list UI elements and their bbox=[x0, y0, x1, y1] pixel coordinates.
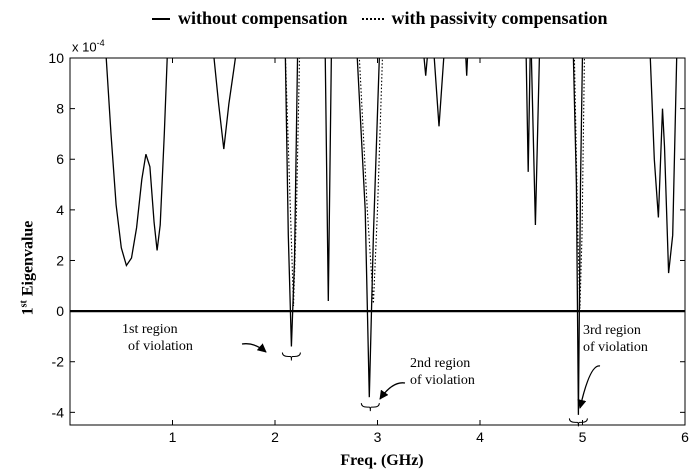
x-tick-label: 3 bbox=[374, 429, 382, 445]
y-tick-label: 6 bbox=[56, 151, 64, 167]
legend-label-without: without compensation bbox=[178, 8, 348, 29]
y-axis-label: 1st Eigenvalue bbox=[18, 221, 37, 316]
series-without-compensation-line bbox=[572, 58, 584, 415]
annotation-region-2-line1: 2nd region bbox=[410, 356, 471, 371]
y-label-number: 1 bbox=[19, 307, 37, 316]
arrow-region-3 bbox=[577, 365, 601, 409]
annotation-region-1-line1: 1st region bbox=[122, 322, 178, 337]
y-scale-text: x 10 bbox=[72, 39, 97, 55]
y-tick-label: -2 bbox=[52, 354, 65, 370]
series-without-compensation-line bbox=[284, 58, 299, 347]
brace-region-1 bbox=[281, 352, 301, 361]
series-without-compensation-line bbox=[433, 58, 445, 127]
legend-dotted-swatch bbox=[361, 17, 384, 20]
y-tick-label: 8 bbox=[56, 101, 64, 117]
y-scale-power: -4 bbox=[96, 38, 105, 48]
series-without-compensation-line bbox=[465, 58, 469, 76]
legend-label-with: with passivity compensation bbox=[391, 8, 608, 29]
annotation-region-3: 3rd region of violation bbox=[583, 322, 648, 356]
series-without-compensation-line bbox=[105, 58, 168, 268]
y-label-rest: Eigenvalue bbox=[19, 220, 37, 301]
x-axis-label: Freq. (GHz) bbox=[340, 452, 424, 469]
series-without-compensation-line bbox=[356, 58, 380, 398]
y-label-sup: st bbox=[18, 300, 30, 308]
x-tick-label: 5 bbox=[579, 429, 587, 445]
y-tick-label: -4 bbox=[52, 404, 65, 420]
annotation-region-2-line2: of violation bbox=[410, 373, 475, 388]
series-with-compensation-line bbox=[284, 58, 301, 307]
series-without-compensation-line bbox=[213, 58, 237, 150]
brace-region-2 bbox=[360, 403, 380, 412]
annotation-region-1: 1st region of violation bbox=[122, 321, 193, 355]
series-without-compensation-line bbox=[525, 58, 531, 172]
legend-solid-swatch bbox=[152, 17, 170, 20]
annotation-region-3-line1: 3rd region bbox=[583, 323, 641, 338]
arrow-region-1 bbox=[241, 343, 267, 353]
y-tick-label: 4 bbox=[56, 202, 64, 218]
x-tick-label: 2 bbox=[271, 429, 279, 445]
series-without-compensation-line bbox=[324, 58, 332, 302]
series-without-compensation-line bbox=[649, 58, 678, 274]
y-tick-label: 10 bbox=[48, 50, 64, 66]
legend: without compensation with passivity compe… bbox=[152, 7, 608, 29]
y-scale-exponent: x 10-4 bbox=[72, 38, 105, 54]
series-group bbox=[105, 58, 678, 415]
x-tick-label: 1 bbox=[169, 429, 177, 445]
series-without-compensation-line bbox=[423, 58, 428, 76]
series-with-compensation-line bbox=[573, 58, 585, 309]
x-tick-label: 6 bbox=[681, 429, 689, 445]
arrow-region-2 bbox=[379, 382, 406, 400]
annotation-region-3-line2: of violation bbox=[583, 340, 648, 355]
x-tick-label: 4 bbox=[476, 429, 484, 445]
y-tick-label: 0 bbox=[56, 303, 64, 319]
annotation-region-1-line2: of violation bbox=[128, 339, 193, 354]
annotation-region-2: 2nd region of violation bbox=[410, 355, 475, 389]
y-tick-label: 2 bbox=[56, 252, 64, 268]
series-without-compensation-line bbox=[530, 58, 541, 226]
series-with-compensation-line bbox=[358, 58, 383, 304]
